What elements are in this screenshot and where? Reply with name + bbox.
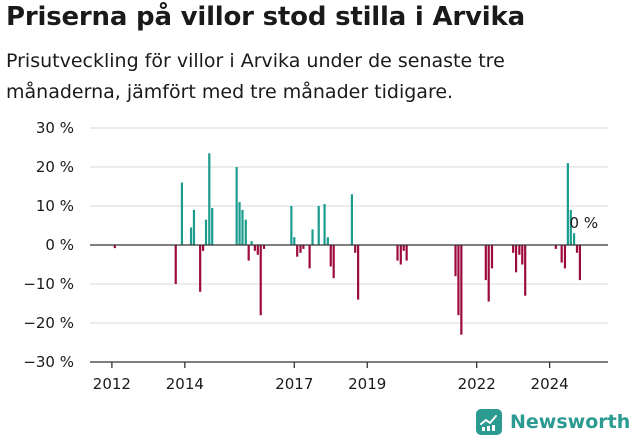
bar xyxy=(241,209,244,245)
bar xyxy=(518,245,521,255)
bar xyxy=(299,245,302,253)
chart-title: Priserna på villor stod stilla i Arvika xyxy=(6,2,525,32)
bar xyxy=(514,245,518,273)
bar xyxy=(302,245,305,249)
bar xyxy=(192,209,196,245)
bar xyxy=(180,182,184,245)
bar xyxy=(524,245,527,296)
y-tick-label: 30 % xyxy=(36,119,74,137)
bar xyxy=(350,194,354,245)
bar xyxy=(174,245,177,284)
bar xyxy=(512,245,515,253)
tick-labels: 30 % 20 % 10 % 0 % −10 % −20 % −30 % 2012 2014 20… xyxy=(23,119,598,393)
x-tick-label: 2024 xyxy=(531,375,569,393)
y-tick-label: 0 % xyxy=(45,236,74,254)
y-tick-label: 10 % xyxy=(36,197,74,215)
bar xyxy=(332,245,335,279)
bar xyxy=(296,245,299,257)
x-tick-label: 2017 xyxy=(275,375,313,393)
bar xyxy=(326,237,329,245)
bar xyxy=(554,245,557,249)
bar xyxy=(317,206,320,245)
bar xyxy=(113,245,116,249)
x-tick-label: 2012 xyxy=(93,375,131,393)
bar xyxy=(189,227,193,245)
bar xyxy=(211,207,214,245)
bar xyxy=(259,245,262,316)
bar xyxy=(201,245,205,251)
bar xyxy=(490,245,494,269)
bar xyxy=(569,209,572,245)
bar xyxy=(238,202,241,245)
brand-name: Newsworthy xyxy=(510,411,631,433)
y-tick-label: 20 % xyxy=(36,158,74,176)
bar xyxy=(308,245,311,269)
axes xyxy=(90,244,608,368)
y-tick-label: −20 % xyxy=(23,314,74,332)
bar xyxy=(293,237,296,245)
bar xyxy=(402,245,405,251)
bar xyxy=(262,245,266,249)
y-tick-label: −10 % xyxy=(23,275,74,293)
brand-logo: Newsworthy xyxy=(475,405,631,439)
bar xyxy=(572,233,576,245)
bar xyxy=(244,219,247,245)
bar xyxy=(460,245,463,335)
bar xyxy=(457,245,460,316)
bar xyxy=(247,245,250,261)
bar xyxy=(487,245,490,302)
bar xyxy=(290,206,293,245)
bar xyxy=(250,241,253,245)
bar xyxy=(484,245,487,281)
x-tick-label: 2014 xyxy=(166,375,204,393)
bar xyxy=(253,245,256,251)
y-tick-label: −30 % xyxy=(23,353,74,371)
bar xyxy=(235,167,238,245)
x-tick-label: 2019 xyxy=(348,375,386,393)
bar xyxy=(323,204,326,245)
bars xyxy=(113,153,582,335)
bar xyxy=(311,229,314,245)
latest-value-label: 0 % xyxy=(570,214,599,232)
bar xyxy=(204,219,208,245)
bar xyxy=(399,245,402,265)
bar xyxy=(575,245,579,253)
bar xyxy=(454,245,457,277)
chart-subtitle: Prisutveckling för villor i Arvika under… xyxy=(6,50,505,103)
bar xyxy=(521,245,524,265)
bar xyxy=(256,245,259,255)
bar xyxy=(563,245,567,269)
bar xyxy=(560,245,563,263)
bar xyxy=(566,163,569,245)
bar xyxy=(208,153,211,245)
newsworthy-logo-icon xyxy=(476,409,502,435)
bar xyxy=(578,245,582,281)
bar xyxy=(354,245,357,253)
x-tick-label: 2022 xyxy=(458,375,496,393)
bar xyxy=(357,245,360,300)
bar xyxy=(405,245,408,261)
bar xyxy=(396,245,399,261)
bar xyxy=(199,245,202,292)
bar xyxy=(329,245,332,267)
